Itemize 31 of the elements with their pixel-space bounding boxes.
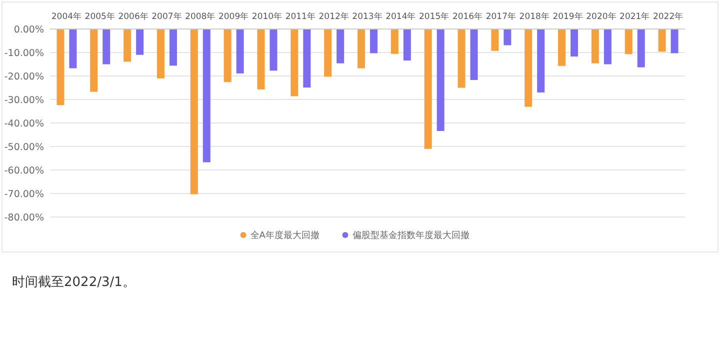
y-tick-label: -30.00% (4, 95, 44, 106)
x-tick-label: 2006年 (118, 11, 149, 22)
x-tick-label: 2020年 (586, 11, 617, 22)
y-tick-label: -20.00% (4, 72, 44, 82)
y-tick-label: -70.00% (4, 189, 44, 200)
x-tick-label: 2021年 (620, 11, 650, 22)
x-tick-label: 2012年 (318, 11, 350, 22)
x-tick-label: 2005年 (84, 11, 116, 22)
x-tick-label: 2019年 (552, 11, 584, 22)
x-tick-label: 2022年 (652, 11, 684, 22)
y-tick-label: -40.00% (4, 118, 44, 130)
x-tick-label: 2015年 (419, 11, 450, 22)
x-tick-label: 2013年 (352, 11, 383, 22)
y-tick-label: -80.00% (4, 212, 44, 224)
x-tick-label: 2017年 (486, 11, 517, 22)
text: 时间截至2022/3/1。 (12, 275, 136, 290)
x-tick-label: 2009年 (218, 11, 250, 22)
y-tick-label: -10.00% (4, 48, 44, 59)
x-tick-label: 2004年 (51, 11, 82, 22)
y-tick-label: -50.00% (4, 142, 44, 153)
x-tick-label: 2007年 (152, 11, 182, 22)
x-tick-label: 2018年 (519, 11, 550, 22)
x-tick-label: 2016年 (452, 11, 484, 22)
y-tick-label: 0.00% (14, 24, 44, 36)
legend-label: 偏股型基金指数年度最大回撤 (352, 230, 470, 241)
x-tick-label: 2008年 (185, 11, 216, 22)
y-tick-label: -60.00% (4, 166, 44, 176)
legend-label: 全A年度最大回撤 (250, 230, 320, 241)
x-tick-label: 2011年 (285, 11, 316, 22)
x-tick-label: 2010年 (252, 11, 283, 22)
x-tick-label: 2014年 (386, 11, 416, 22)
